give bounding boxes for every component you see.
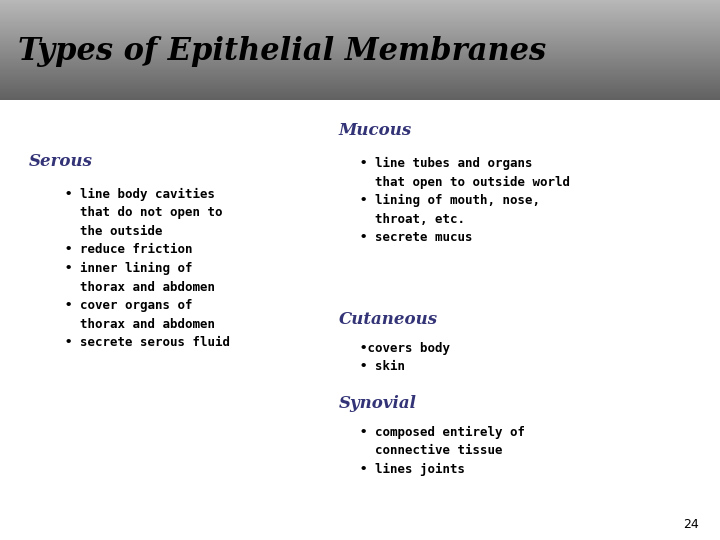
Text: Mucous: Mucous	[338, 122, 412, 139]
Text: Cutaneous: Cutaneous	[338, 311, 438, 328]
Text: 24: 24	[683, 518, 698, 531]
Text: •covers body
• skin: •covers body • skin	[360, 342, 450, 374]
Text: Synovial: Synovial	[338, 395, 416, 412]
Text: Types of Epithelial Membranes: Types of Epithelial Membranes	[18, 36, 546, 68]
Text: • line body cavities
  that do not open to
  the outside
• reduce friction
• inn: • line body cavities that do not open to…	[65, 188, 230, 349]
Text: • line tubes and organs
  that open to outside world
• lining of mouth, nose,
  : • line tubes and organs that open to out…	[360, 157, 570, 245]
Text: Serous: Serous	[29, 153, 93, 170]
Text: • composed entirely of
  connective tissue
• lines joints: • composed entirely of connective tissue…	[360, 426, 525, 476]
